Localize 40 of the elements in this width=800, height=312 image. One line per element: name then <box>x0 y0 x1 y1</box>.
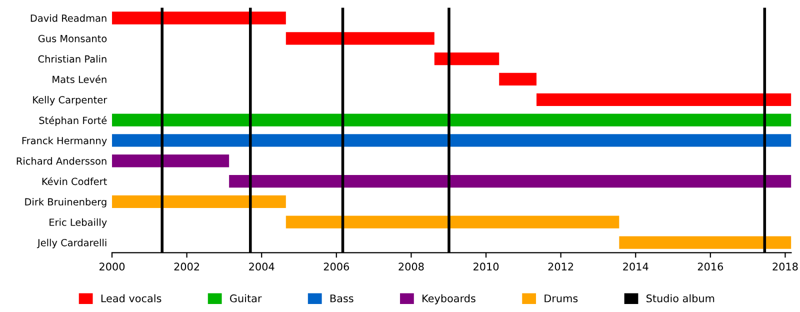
legend-label: Keyboards <box>422 294 476 304</box>
x-tick-label: 2010 <box>474 262 499 271</box>
x-tick-label: 2004 <box>249 262 274 271</box>
y-tick-label: Kévin Codfert <box>42 177 107 186</box>
y-tick-label: Eric Lebailly <box>50 218 107 228</box>
bar <box>434 52 500 66</box>
x-tick-label: 2016 <box>698 262 724 271</box>
bar <box>112 114 792 126</box>
y-tick-label: Kelly Carpenter <box>33 96 108 106</box>
legend-label: Studio album <box>646 294 714 302</box>
x-tick-label: 2002 <box>174 262 200 271</box>
x-tick-label: 2006 <box>324 262 350 271</box>
bar <box>499 72 536 86</box>
y-tick-label: Dirk Bruinenberg <box>25 198 106 208</box>
y-tick-label: Richard Andersson <box>16 157 106 165</box>
bar <box>619 236 792 249</box>
y-tick-label: Stéphan Forté <box>39 116 107 126</box>
legend-label: Drums <box>544 294 578 302</box>
bar <box>112 12 286 24</box>
bar <box>112 154 230 168</box>
x-tick-label: 2012 <box>548 262 574 271</box>
x-tick-label: 2000 <box>100 262 125 271</box>
x-tick-label: 2014 <box>623 262 648 271</box>
y-tick-label: Mats Levén <box>52 75 106 84</box>
bar <box>112 134 792 147</box>
y-tick-label: Jelly Cardarelli <box>36 238 106 248</box>
legend-label: Bass <box>330 294 354 302</box>
bar <box>229 174 792 188</box>
bar <box>286 32 434 45</box>
legend-label: Guitar <box>230 294 262 302</box>
bar <box>536 93 792 106</box>
bar <box>286 216 620 228</box>
y-tick-label: Christian Palin <box>38 55 106 63</box>
legend-label: Lead vocals <box>101 294 162 302</box>
y-tick-label: Gus Monsanto <box>38 34 107 42</box>
y-tick-label: Franck Hermanny <box>22 136 107 146</box>
x-tick-label: 2008 <box>398 262 424 271</box>
y-tick-label: David Readman <box>30 14 106 22</box>
bar <box>112 195 286 208</box>
x-tick-label: 2018 <box>772 262 798 271</box>
